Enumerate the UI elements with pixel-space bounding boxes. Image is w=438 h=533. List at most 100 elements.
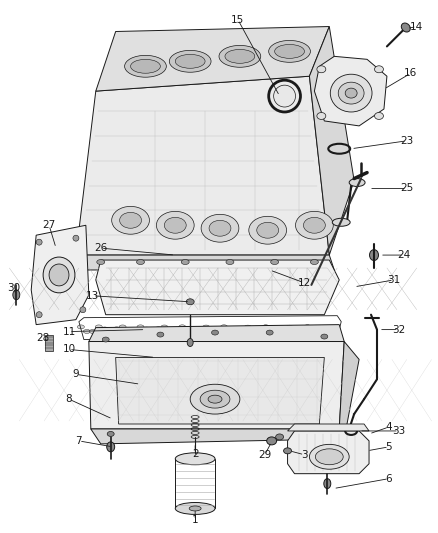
Ellipse shape	[43, 257, 75, 293]
Ellipse shape	[215, 329, 222, 333]
Ellipse shape	[161, 325, 168, 329]
Ellipse shape	[197, 327, 204, 330]
Ellipse shape	[266, 330, 273, 335]
Ellipse shape	[262, 325, 269, 329]
Ellipse shape	[233, 330, 240, 335]
Ellipse shape	[179, 325, 186, 329]
Text: 28: 28	[36, 333, 50, 343]
Ellipse shape	[203, 325, 209, 329]
Ellipse shape	[36, 239, 42, 245]
Ellipse shape	[257, 222, 279, 238]
Polygon shape	[76, 76, 329, 255]
Ellipse shape	[316, 330, 323, 335]
Text: 26: 26	[94, 243, 107, 253]
Ellipse shape	[304, 217, 325, 233]
Ellipse shape	[131, 59, 160, 73]
Text: 29: 29	[258, 450, 271, 460]
Ellipse shape	[332, 219, 350, 226]
Ellipse shape	[187, 338, 193, 346]
Ellipse shape	[13, 290, 20, 300]
Polygon shape	[89, 342, 344, 429]
Ellipse shape	[113, 327, 120, 331]
Ellipse shape	[315, 449, 343, 465]
Ellipse shape	[190, 384, 240, 414]
Polygon shape	[31, 225, 89, 325]
Ellipse shape	[304, 325, 311, 329]
Text: 11: 11	[62, 327, 76, 336]
Ellipse shape	[208, 330, 215, 334]
Text: 12: 12	[298, 278, 311, 288]
Ellipse shape	[296, 212, 333, 239]
Ellipse shape	[212, 330, 219, 335]
Ellipse shape	[200, 390, 230, 408]
Ellipse shape	[238, 327, 245, 330]
Text: 33: 33	[392, 426, 406, 436]
Ellipse shape	[268, 41, 311, 62]
Ellipse shape	[191, 330, 198, 335]
Polygon shape	[309, 27, 354, 255]
Ellipse shape	[143, 327, 150, 331]
Ellipse shape	[317, 112, 326, 119]
Text: 3: 3	[301, 450, 308, 460]
Text: 31: 31	[387, 275, 400, 285]
Text: 10: 10	[62, 344, 75, 354]
Ellipse shape	[321, 334, 328, 339]
Ellipse shape	[345, 88, 357, 98]
Ellipse shape	[267, 437, 277, 445]
Ellipse shape	[250, 330, 257, 334]
Text: 13: 13	[86, 291, 99, 301]
Polygon shape	[339, 342, 359, 439]
Ellipse shape	[73, 235, 79, 241]
Ellipse shape	[244, 325, 251, 329]
Text: 5: 5	[385, 442, 392, 452]
Ellipse shape	[324, 479, 331, 489]
Ellipse shape	[310, 327, 317, 332]
Ellipse shape	[164, 217, 186, 233]
Ellipse shape	[330, 74, 372, 112]
Polygon shape	[288, 424, 369, 431]
Ellipse shape	[283, 448, 292, 454]
Ellipse shape	[83, 329, 90, 334]
Ellipse shape	[271, 260, 279, 264]
Ellipse shape	[124, 55, 166, 77]
Ellipse shape	[338, 82, 364, 104]
Ellipse shape	[401, 23, 410, 32]
Text: 24: 24	[397, 250, 410, 260]
Text: 23: 23	[400, 136, 413, 146]
Ellipse shape	[220, 325, 227, 329]
Text: 14: 14	[410, 21, 424, 31]
Ellipse shape	[268, 327, 275, 332]
Ellipse shape	[225, 50, 255, 63]
Polygon shape	[91, 429, 344, 444]
Ellipse shape	[317, 66, 326, 72]
Ellipse shape	[286, 325, 293, 329]
Text: 7: 7	[76, 436, 82, 446]
Ellipse shape	[256, 329, 263, 333]
Ellipse shape	[175, 503, 215, 514]
Ellipse shape	[274, 85, 296, 107]
Ellipse shape	[137, 260, 145, 264]
Ellipse shape	[49, 264, 69, 286]
Ellipse shape	[189, 506, 201, 511]
Text: 16: 16	[404, 68, 417, 78]
Ellipse shape	[80, 307, 86, 313]
Ellipse shape	[349, 179, 365, 187]
Ellipse shape	[170, 51, 211, 72]
Polygon shape	[288, 431, 369, 474]
Polygon shape	[314, 56, 387, 126]
Text: 32: 32	[392, 325, 406, 335]
Ellipse shape	[175, 54, 205, 68]
Ellipse shape	[322, 326, 329, 330]
Ellipse shape	[276, 434, 283, 440]
Ellipse shape	[89, 329, 96, 334]
Ellipse shape	[275, 44, 304, 58]
Text: 27: 27	[42, 220, 56, 230]
Ellipse shape	[370, 249, 378, 261]
Polygon shape	[45, 335, 53, 351]
Polygon shape	[116, 358, 324, 424]
Ellipse shape	[219, 45, 261, 67]
Ellipse shape	[156, 212, 194, 239]
Text: 6: 6	[385, 474, 392, 483]
Ellipse shape	[328, 325, 335, 329]
Ellipse shape	[175, 453, 215, 465]
